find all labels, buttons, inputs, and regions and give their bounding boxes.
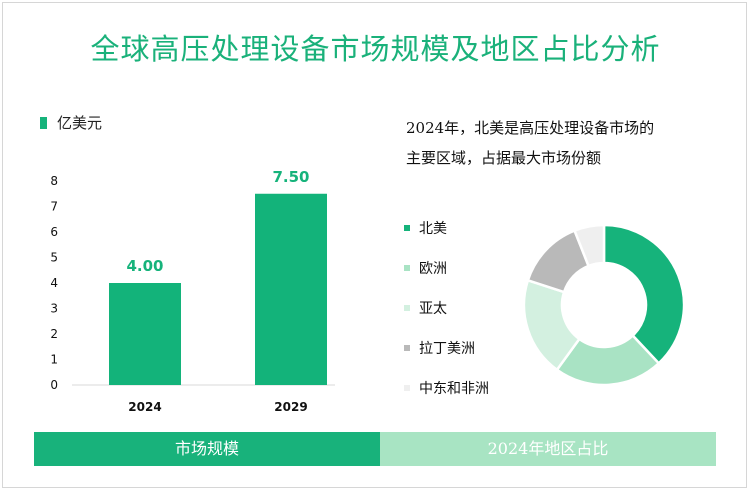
legend-label: 欧洲 (419, 261, 447, 277)
y-tick-label: 4 (50, 276, 58, 290)
legend-swatch (404, 305, 410, 311)
x-category-label: 2024 (128, 400, 161, 414)
pie-annotation-line-2: 主要区域，占据最大市场份额 (406, 149, 602, 167)
bar-value-label: 4.00 (126, 257, 163, 275)
unit-swatch (40, 116, 47, 129)
page-title: 全球高压处理设备市场规模及地区占比分析 (90, 32, 661, 66)
y-tick-label: 5 (50, 251, 58, 265)
legend-swatch (404, 345, 410, 351)
bar-2024 (109, 283, 181, 385)
legend-label: 拉丁美洲 (419, 341, 475, 357)
bar-value-label: 7.50 (272, 168, 309, 186)
x-category-label: 2029 (274, 400, 307, 414)
y-tick-label: 6 (50, 225, 58, 239)
y-tick-label: 0 (50, 378, 58, 392)
bar-chart: 0 1 2 3 4 5 6 7 8 4.00 2024 7.50 2029 (50, 168, 335, 414)
legend-item: 欧洲 (404, 248, 489, 288)
legend-label: 亚太 (419, 301, 447, 317)
legend-swatch (404, 385, 410, 391)
legend-label: 北美 (419, 221, 447, 237)
pie-annotation: 2024年，北美是高压处理设备市场的 主要区域，占据最大市场份额 (406, 113, 706, 173)
pie-legend: 北美欧洲亚太拉丁美洲中东和非洲 (404, 208, 489, 408)
chart-frame (2, 2, 747, 488)
legend-label: 中东和非洲 (419, 381, 489, 397)
legend-swatch (404, 225, 410, 231)
footer-region-share: 2024年地区占比 (380, 432, 716, 466)
y-tick-label: 2 (50, 327, 58, 341)
pie-annotation-line-1: 2024年，北美是高压处理设备市场的 (406, 119, 655, 137)
donut-slice-0 (602, 223, 686, 366)
legend-item: 拉丁美洲 (404, 328, 489, 368)
donut-chart (522, 223, 686, 387)
y-tick-label: 7 (50, 200, 58, 214)
legend-item: 中东和非洲 (404, 368, 489, 408)
y-tick-label: 3 (50, 302, 58, 316)
donut-slice-4 (572, 223, 606, 268)
legend-item: 北美 (404, 208, 489, 248)
unit-legend: 亿美元 (40, 112, 102, 133)
y-tick-label: 1 (50, 353, 58, 367)
legend-swatch (404, 265, 410, 271)
legend-item: 亚太 (404, 288, 489, 328)
unit-label: 亿美元 (57, 114, 103, 132)
bar-2029 (255, 193, 327, 385)
footer-market-size: 市场规模 (34, 432, 380, 466)
y-tick-label: 8 (50, 174, 58, 188)
